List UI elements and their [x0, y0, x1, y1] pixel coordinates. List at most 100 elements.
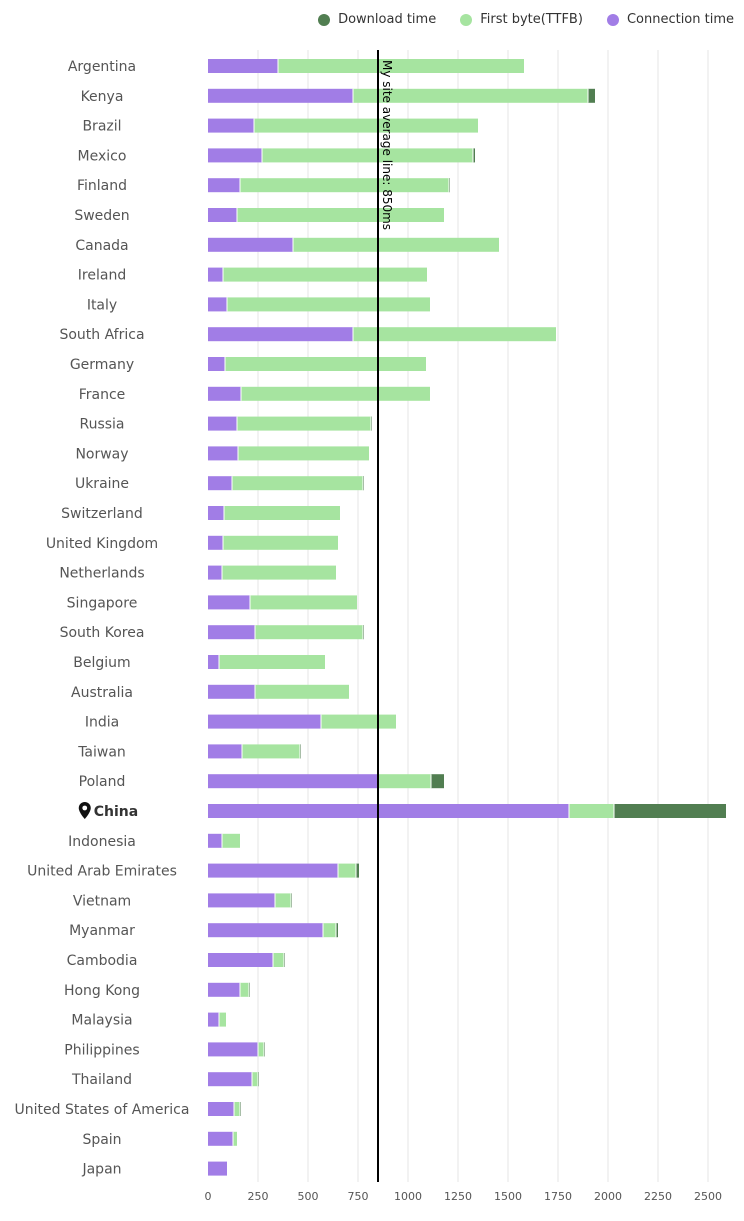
bar-connection-time	[208, 476, 232, 491]
legend-marker-download-time	[318, 13, 331, 26]
category-label: United Kingdom	[46, 536, 158, 552]
bar-connection-time	[208, 982, 240, 997]
bar-download-time	[614, 804, 726, 818]
x-tick-label: 1250	[444, 1190, 472, 1203]
category-label: Taiwan	[77, 744, 126, 760]
bar-connection-time	[208, 118, 254, 133]
bar-connection-time	[208, 774, 378, 789]
bar-connection-time	[208, 327, 353, 342]
category-label: Myanmar	[69, 923, 135, 939]
category-label: Switzerland	[61, 506, 143, 522]
category-label: Malaysia	[71, 1013, 132, 1029]
category-label: United Arab Emirates	[27, 864, 177, 880]
bar-first-byte-ttfb	[338, 863, 356, 878]
bar-first-byte-ttfb	[241, 386, 430, 401]
bars	[208, 59, 726, 1176]
x-tick-label: 250	[248, 1190, 269, 1203]
bar-first-byte-ttfb	[293, 237, 499, 252]
bar-connection-time	[208, 208, 237, 222]
bar-connection-time	[208, 863, 338, 878]
bar-first-byte-ttfb	[250, 595, 357, 610]
legend-marker-connection-time	[606, 13, 619, 26]
bar-first-byte-ttfb	[252, 1072, 258, 1087]
category-label: Belgium	[73, 655, 130, 671]
bar-download-time	[336, 923, 338, 938]
average-line-label: My site average line: 850ms	[380, 60, 394, 230]
bar-connection-time	[208, 684, 255, 699]
bar-first-byte-ttfb	[222, 565, 336, 580]
category-label: Ukraine	[75, 476, 129, 492]
location-pin-icon	[78, 802, 91, 819]
bar-connection-time	[208, 178, 240, 193]
bar-first-byte-ttfb	[238, 446, 369, 461]
category-label: Vietnam	[73, 893, 131, 909]
bar-first-byte-ttfb	[242, 744, 300, 759]
bar-connection-time	[208, 714, 321, 729]
bar-first-byte-ttfb	[223, 267, 427, 282]
bar-connection-time	[208, 267, 223, 282]
bar-connection-time	[208, 1012, 219, 1027]
category-label: South Africa	[59, 327, 144, 343]
bar-first-byte-ttfb	[219, 655, 325, 669]
category-label: Italy	[87, 297, 117, 313]
bar-first-byte-ttfb	[233, 1131, 237, 1146]
bar-connection-time	[208, 297, 227, 312]
bar-connection-time	[208, 744, 242, 759]
bar-connection-time	[208, 237, 293, 252]
bar-first-byte-ttfb	[353, 327, 556, 342]
bar-first-byte-ttfb	[232, 476, 363, 491]
category-label: Singapore	[67, 595, 138, 611]
category-label: Poland	[79, 774, 126, 790]
bar-download-time	[473, 148, 475, 163]
category-label: Finland	[77, 178, 127, 194]
bar-connection-time	[208, 1042, 258, 1057]
category-label: Brazil	[82, 119, 121, 135]
bar-first-byte-ttfb	[255, 684, 349, 699]
x-tick-label: 750	[348, 1190, 369, 1203]
x-tick-label: 2000	[594, 1190, 622, 1203]
legend-label: Connection time	[626, 12, 734, 27]
bar-connection-time	[208, 357, 225, 371]
category-label: Mexico	[78, 148, 127, 164]
category-label: United States of America	[15, 1102, 190, 1118]
bar-connection-time	[208, 1131, 233, 1146]
legend-label: Download time	[338, 12, 437, 27]
bar-connection-time	[208, 804, 569, 818]
bar-connection-time	[208, 953, 273, 967]
bar-first-byte-ttfb	[224, 506, 340, 520]
category-label: South Korea	[60, 625, 145, 641]
category-label: Sweden	[74, 208, 129, 224]
bar-first-byte-ttfb	[237, 416, 371, 431]
category-label: Russia	[79, 417, 124, 433]
category-label: Ireland	[78, 268, 126, 284]
bar-first-byte-ttfb	[273, 953, 284, 967]
category-label: France	[79, 387, 126, 403]
bar-first-byte-ttfb	[223, 535, 338, 550]
bar-connection-time	[208, 535, 223, 550]
x-tick-label: 500	[298, 1190, 319, 1203]
bar-first-byte-ttfb	[234, 1102, 240, 1116]
bar-connection-time	[208, 446, 238, 461]
category-label: Germany	[70, 357, 134, 373]
bar-first-byte-ttfb	[225, 357, 426, 371]
bar-connection-time	[208, 1161, 227, 1176]
bar-first-byte-ttfb	[254, 118, 478, 133]
bar-first-byte-ttfb	[240, 982, 249, 997]
legend-item-download-time[interactable]: Download time	[318, 12, 436, 27]
bar-first-byte-ttfb	[219, 1012, 226, 1027]
x-axis: 0 250 500 750 1000 1250 1500 1750 2000 2250 2500	[205, 1190, 723, 1203]
bar-connection-time	[208, 416, 237, 431]
bar-first-byte-ttfb	[321, 714, 396, 729]
category-label: Argentina	[68, 59, 136, 75]
bar-connection-time	[208, 148, 262, 163]
x-tick-label: 0	[205, 1190, 212, 1203]
category-label: Canada	[75, 238, 128, 254]
category-label: Cambodia	[67, 953, 138, 969]
bar-first-byte-ttfb	[323, 923, 336, 938]
legend-item-first-byte-ttfb[interactable]: First byte(TTFB)	[460, 12, 583, 27]
bar-first-byte-ttfb	[378, 774, 431, 789]
x-tick-label: 1750	[544, 1190, 572, 1203]
bar-first-byte-ttfb	[222, 833, 240, 848]
legend-item-connection-time[interactable]: Connection time	[606, 12, 734, 27]
